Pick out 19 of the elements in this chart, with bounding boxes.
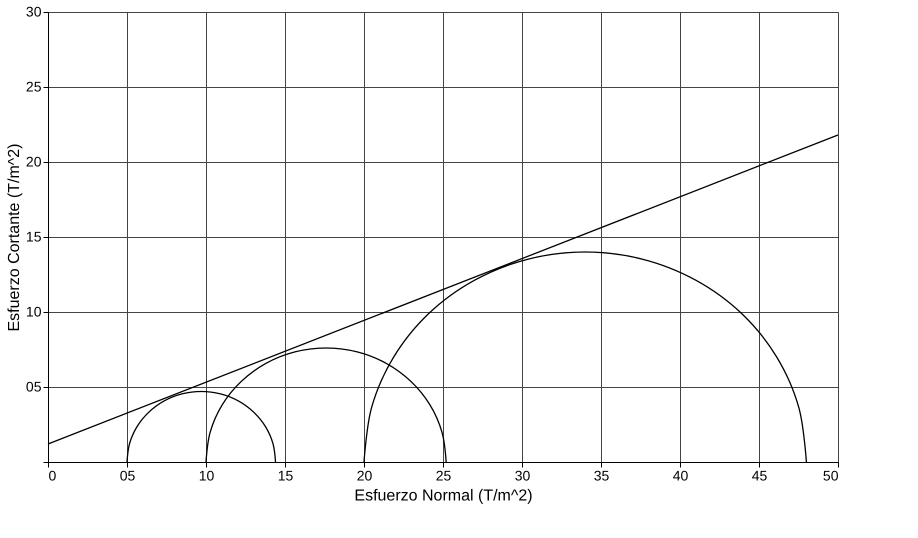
x-tick-label: 50 (822, 468, 839, 484)
y-tick-label: 15 (26, 228, 42, 244)
x-tick-label: 20 (356, 468, 372, 484)
x-tick-label: 25 (436, 468, 452, 484)
x-tick-label: 05 (120, 468, 136, 484)
y-axis-title: Esfuerzo Cortante (T/m^2) (6, 143, 23, 332)
x-tick-label: 35 (594, 468, 610, 484)
y-tick-label: 20 (26, 154, 42, 170)
x-tick-label: 0 (48, 468, 56, 484)
y-tick-label: 30 (26, 4, 42, 20)
y-tick-label: 25 (26, 78, 42, 94)
x-tick-label: 45 (752, 468, 768, 484)
x-tick-label: 10 (198, 468, 214, 484)
y-tick-label: 05 (26, 378, 42, 394)
y-tick-label: 10 (26, 304, 42, 320)
x-tick-label: 40 (672, 468, 688, 484)
x-axis-title: Esfuerzo Normal (T/m^2) (354, 488, 533, 504)
x-tick-label: 30 (514, 468, 530, 484)
x-tick-label: 15 (278, 468, 294, 484)
